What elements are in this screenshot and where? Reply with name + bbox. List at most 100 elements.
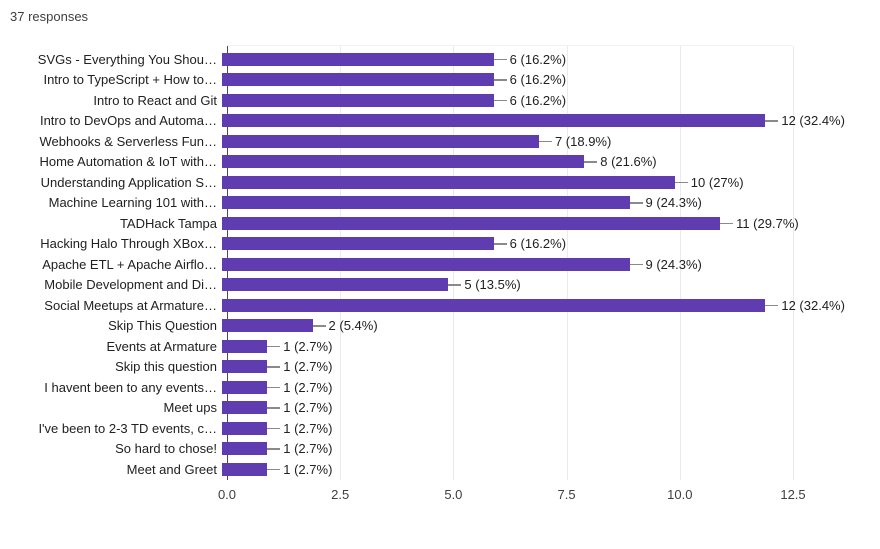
value-connector (674, 181, 688, 183)
value-label: 10 (27%) (690, 174, 744, 190)
bar[interactable] (222, 155, 585, 169)
category-label: Skip this question (115, 359, 217, 375)
gridline (793, 46, 794, 480)
chart-row: Apache ETL + Apache Airflo… 9 (24.3%) (0, 254, 880, 275)
chart-row: Webhooks & Serverless Fun… 7 (18.9%) (0, 131, 880, 152)
chart-row: So hard to chose! 1 (2.7%) (0, 439, 880, 460)
chart-row: TADHack Tampa 11 (29.7%) (0, 213, 880, 234)
category-label: Meet ups (163, 400, 217, 416)
responses-count: 37 responses (10, 9, 89, 24)
category-label: Home Automation & IoT with… (39, 154, 217, 170)
bar[interactable] (222, 401, 268, 415)
bar-track: 5 (13.5%) (222, 277, 875, 293)
chart-row: Machine Learning 101 with… 9 (24.3%) (0, 193, 880, 214)
bar[interactable] (222, 196, 630, 210)
chart-row: Hacking Halo Through XBox… 6 (16.2%) (0, 234, 880, 255)
value-connector (720, 222, 734, 224)
bar[interactable] (222, 298, 766, 312)
bar[interactable] (222, 442, 268, 456)
value-label: 9 (24.3%) (645, 256, 702, 272)
bar[interactable] (222, 380, 268, 394)
bar[interactable] (222, 462, 268, 476)
category-label: Machine Learning 101 with… (48, 195, 217, 211)
bar-track: 6 (16.2%) (222, 72, 875, 88)
value-connector (765, 304, 779, 306)
bar-track: 10 (27%) (222, 174, 875, 190)
bar[interactable] (222, 360, 268, 374)
value-label: 1 (2.7%) (283, 441, 333, 457)
chart-row: Skip This Question 2 (5.4%) (0, 316, 880, 337)
value-connector (267, 468, 281, 470)
bar-track: 9 (24.3%) (222, 256, 875, 272)
bar[interactable] (222, 216, 721, 230)
category-label: I've been to 2-3 TD events, c… (38, 420, 217, 436)
x-tick-label: 10.0 (667, 487, 693, 502)
value-connector (493, 79, 507, 81)
value-connector (765, 120, 779, 122)
category-label: Skip This Question (108, 318, 217, 334)
category-label: Social Meetups at Armature… (44, 297, 217, 313)
bar-track: 7 (18.9%) (222, 134, 875, 149)
bar[interactable] (222, 134, 539, 148)
value-connector (267, 386, 281, 388)
bar-track: 8 (21.6%) (222, 154, 875, 170)
value-connector (629, 202, 643, 204)
category-label: Meet and Greet (126, 461, 217, 477)
bar-track: 6 (16.2%) (222, 236, 875, 252)
category-label: Mobile Development and Di… (44, 277, 217, 293)
bar[interactable] (222, 52, 494, 66)
value-connector (493, 243, 507, 245)
value-connector (267, 345, 281, 347)
bar[interactable] (222, 319, 313, 333)
category-label: Intro to TypeScript + How to… (43, 72, 217, 88)
category-label: Understanding Application S… (40, 174, 217, 190)
value-label: 6 (16.2%) (509, 236, 567, 252)
bar[interactable] (222, 237, 494, 251)
bar[interactable] (222, 114, 766, 128)
value-label: 12 (32.4%) (781, 113, 845, 129)
value-label: 1 (2.7%) (283, 359, 333, 375)
chart-row: Social Meetups at Armature… 12 (32.4%) (0, 295, 880, 316)
bar-track: 1 (2.7%) (222, 339, 875, 354)
chart-row: I havent been to any events… 1 (2.7%) (0, 377, 880, 398)
bar-track: 1 (2.7%) (222, 462, 875, 477)
category-label: Intro to React and Git (93, 92, 217, 108)
gridline (679, 46, 681, 480)
x-tick-label: 0.0 (217, 487, 237, 502)
value-connector (448, 284, 462, 286)
chart-row: SVGs - Everything You Shou… 6 (16.2%) (0, 49, 880, 70)
bar-track: 11 (29.7%) (222, 215, 875, 231)
chart-row: Meet and Greet 1 (2.7%) (0, 459, 880, 480)
x-tick-label: 2.5 (331, 487, 350, 502)
bar-track: 1 (2.7%) (222, 380, 875, 395)
bar[interactable] (222, 257, 630, 271)
bar[interactable] (222, 93, 494, 107)
bar[interactable] (222, 339, 268, 353)
value-connector (493, 58, 507, 60)
category-label: TADHack Tampa (119, 215, 217, 231)
value-label: 5 (13.5%) (464, 277, 521, 293)
bar[interactable] (222, 73, 494, 87)
value-connector (493, 99, 507, 101)
category-label: Intro to DevOps and Automa… (39, 113, 217, 129)
value-connector (267, 407, 281, 409)
bar-chart: SVGs - Everything You Shou… 6 (16.2%) Intr… (0, 45, 880, 529)
chart-row: Mobile Development and Di… 5 (13.5%) (0, 275, 880, 296)
bar[interactable] (222, 278, 449, 292)
x-tick-label: 12.5 (780, 487, 806, 502)
value-label: 6 (16.2%) (509, 72, 567, 88)
value-label: 8 (21.6%) (600, 154, 657, 170)
bar-track: 1 (2.7%) (222, 421, 875, 436)
category-label: Apache ETL + Apache Airflo… (42, 256, 217, 272)
value-connector (629, 263, 643, 265)
chart-row: Skip this question 1 (2.7%) (0, 357, 880, 378)
bar[interactable] (222, 421, 268, 435)
bar-track: 9 (24.3%) (222, 195, 875, 210)
bar-track: 12 (32.4%) (222, 113, 875, 129)
bar[interactable] (222, 175, 675, 189)
value-label: 12 (32.4%) (781, 297, 845, 313)
value-connector (267, 366, 281, 368)
chart-row: I've been to 2-3 TD events, c… 1 (2.7%) (0, 418, 880, 439)
bar-track: 1 (2.7%) (222, 359, 875, 375)
value-label: 11 (29.7%) (736, 215, 799, 231)
